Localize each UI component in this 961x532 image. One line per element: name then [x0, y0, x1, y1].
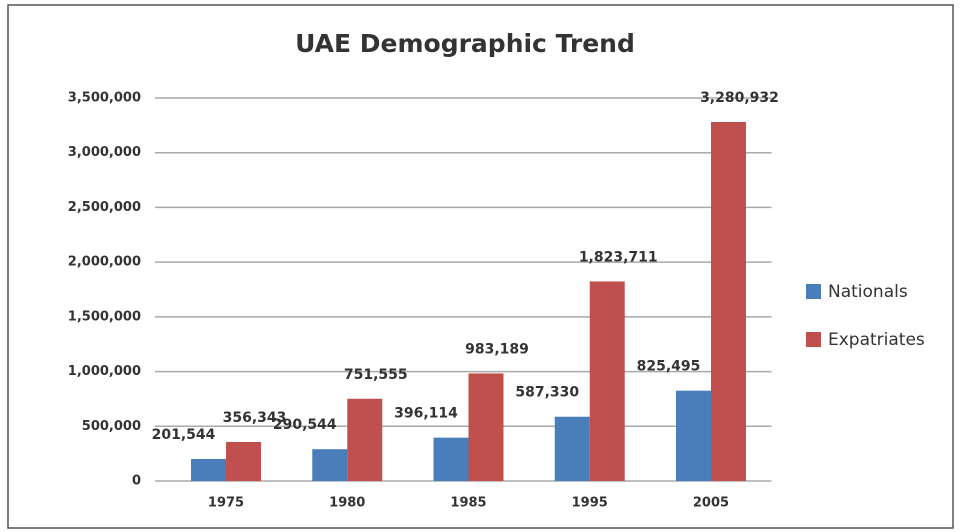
bar: [710, 121, 746, 482]
x-tick-label: 1985: [450, 496, 486, 511]
data-label: 290,544: [273, 417, 337, 433]
bar: [347, 398, 383, 481]
bar: [312, 449, 348, 481]
legend-swatch: [806, 332, 821, 347]
y-tick-label: 2,000,000: [68, 255, 141, 270]
data-label: 396,114: [394, 406, 458, 422]
data-label: 825,495: [637, 359, 701, 375]
y-tick-label: 3,000,000: [68, 145, 141, 160]
data-label: 751,555: [344, 367, 408, 383]
x-tick-label: 1980: [329, 496, 365, 511]
bar: [589, 281, 625, 481]
bar: [191, 458, 227, 481]
y-tick-label: 1,500,000: [68, 309, 141, 324]
legend-label: Nationals: [828, 282, 908, 302]
y-tick-label: 500,000: [82, 419, 141, 434]
x-tick-label: 1975: [208, 496, 244, 511]
chart-title: UAE Demographic Trend: [295, 29, 635, 58]
y-tick-label: 1,000,000: [68, 364, 141, 379]
bar: [675, 390, 711, 481]
data-label: 356,343: [223, 410, 287, 426]
data-label: 587,330: [515, 385, 579, 401]
bar: [468, 373, 504, 481]
y-tick-label: 0: [132, 474, 141, 489]
bar: [433, 437, 469, 481]
bar: [226, 442, 262, 481]
data-label: 983,189: [465, 341, 529, 357]
x-tick-label: 1995: [572, 496, 608, 511]
y-tick-label: 3,500,000: [68, 91, 141, 106]
legend-label: Expatriates: [828, 330, 925, 350]
bar: [554, 416, 590, 481]
legend-swatch: [806, 284, 821, 299]
data-label: 201,544: [152, 427, 216, 443]
data-label: 1,823,711: [579, 249, 658, 265]
x-tick-label: 2005: [693, 496, 729, 511]
y-tick-label: 2,500,000: [68, 200, 141, 215]
data-label: 3,280,932: [700, 90, 779, 106]
